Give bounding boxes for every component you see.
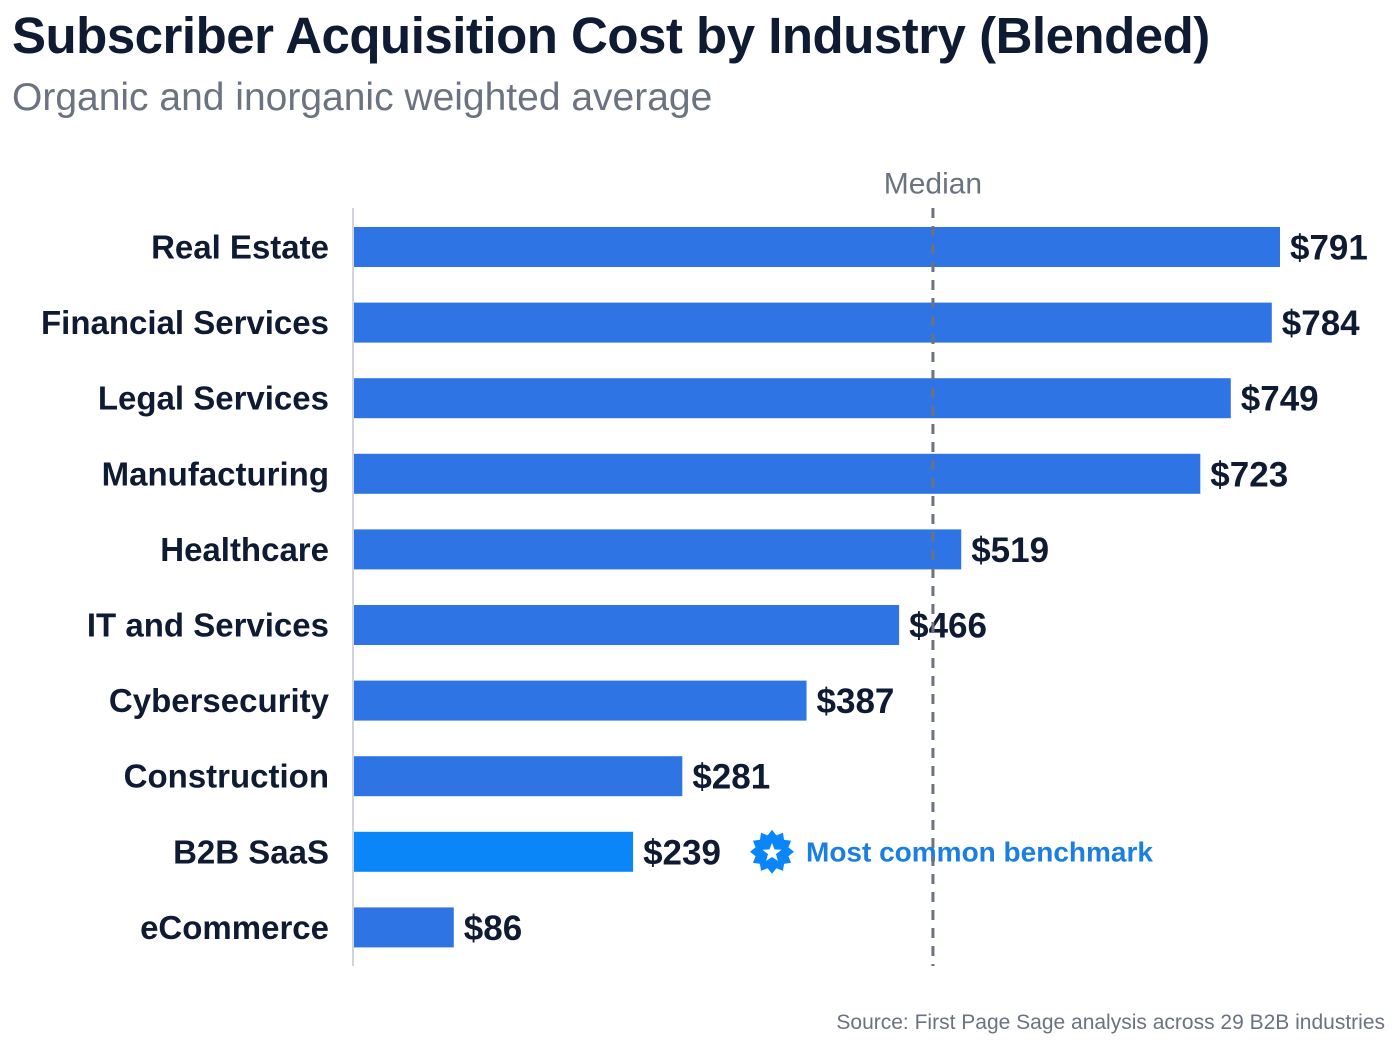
median-label: Median (884, 168, 982, 201)
bar-financial-services (354, 302, 1272, 343)
category-label: Real Estate (151, 229, 329, 266)
value-label: $784 (1282, 304, 1360, 343)
category-label: Manufacturing (102, 455, 329, 492)
bar-it-and-services (354, 605, 900, 645)
value-label: $86 (464, 909, 522, 948)
category-label: eCommerce (140, 909, 329, 946)
bar-b2b-saas (354, 831, 634, 872)
bar-ecommerce (354, 907, 454, 948)
star-icon (762, 842, 782, 861)
value-label: $749 (1241, 380, 1319, 419)
bar-legal-services (354, 378, 1231, 419)
category-label: Financial Services (41, 304, 329, 341)
category-label: Cybersecurity (109, 682, 330, 719)
category-label: IT and Services (87, 607, 329, 644)
value-label: $791 (1290, 229, 1368, 268)
annotation-label: Most common benchmark (806, 836, 1153, 867)
value-label: $723 (1210, 455, 1288, 494)
category-label: Legal Services (98, 380, 329, 417)
category-label: Healthcare (160, 531, 329, 568)
bar-real-estate (354, 227, 1280, 267)
category-label: B2B SaaS (173, 833, 329, 870)
value-label: $239 (643, 833, 721, 872)
bar-cybersecurity (354, 680, 807, 721)
bar-construction (354, 756, 683, 797)
value-label: $281 (692, 758, 770, 797)
value-label: $387 (817, 682, 895, 721)
chart-title: Subscriber Acquisition Cost by Industry … (12, 7, 1210, 64)
chart-subtitle: Organic and inorganic weighted average (12, 76, 713, 119)
bar-healthcare (354, 529, 962, 570)
source-note: Source: First Page Sage analysis across … (836, 1011, 1385, 1034)
category-label: Construction (124, 758, 329, 795)
value-label: $466 (909, 607, 987, 646)
bar-manufacturing (354, 453, 1201, 494)
value-label: $519 (971, 531, 1049, 570)
